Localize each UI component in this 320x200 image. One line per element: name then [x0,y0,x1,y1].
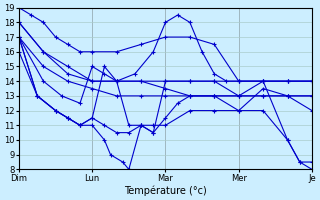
X-axis label: Température (°c): Température (°c) [124,185,207,196]
